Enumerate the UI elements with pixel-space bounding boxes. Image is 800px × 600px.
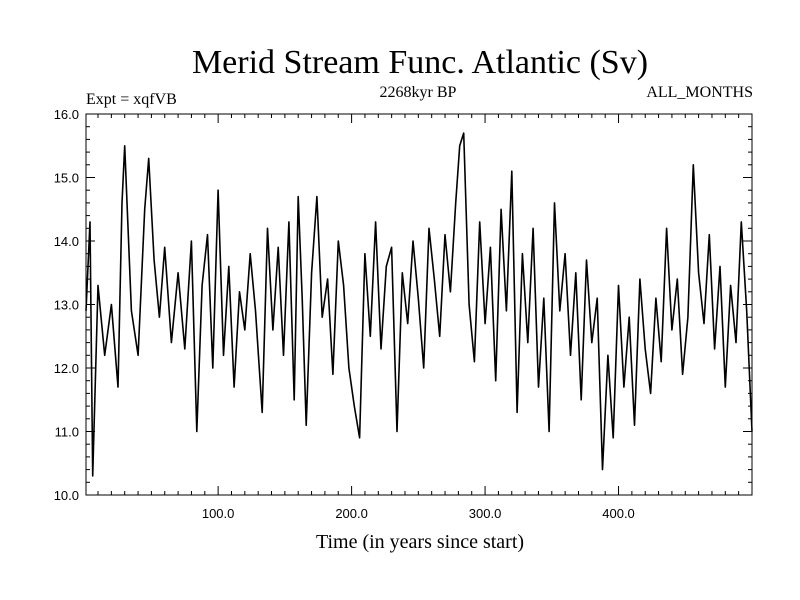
y-tick-label: 15.0: [54, 171, 79, 186]
experiment-label: Expt = xqfVB: [86, 91, 177, 108]
axis-ticks: 100.0 200.0 300.0 400.0 10.0 11.0 12.0 13.0 14.0…: [54, 107, 752, 521]
y-tick-label: 16.0: [54, 107, 79, 122]
x-axis-label: Time (in years since start): [316, 531, 524, 553]
y-tick-label: 12.0: [54, 361, 79, 376]
y-tick-label: 14.0: [54, 234, 79, 249]
y-tick-label: 13.0: [54, 298, 79, 313]
y-tick-label: 10.0: [54, 488, 79, 503]
series-line: [85, 132, 753, 477]
period-label: 2268kyr BP: [380, 84, 457, 101]
chart-title: Merid Stream Func. Atlantic (Sv): [192, 44, 648, 81]
x-tick-label: 200.0: [335, 506, 368, 521]
x-tick-label: 300.0: [469, 506, 502, 521]
months-label: ALL_MONTHS: [646, 84, 753, 101]
y-tick-label: 11.0: [55, 425, 79, 440]
x-tick-label: 100.0: [202, 506, 235, 521]
x-tick-label: 400.0: [602, 506, 635, 521]
